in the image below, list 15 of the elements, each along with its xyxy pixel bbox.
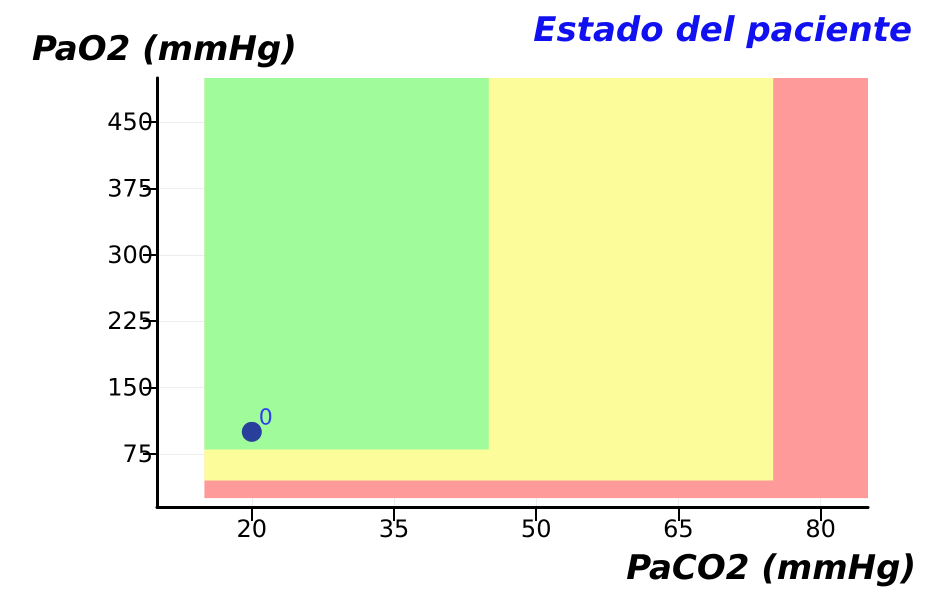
y-tick-label: 375 — [107, 174, 153, 203]
y-tick-label: 300 — [107, 240, 153, 269]
x-tick-label: 50 — [520, 515, 552, 543]
chart-title: Estado del paciente — [533, 10, 912, 50]
annotation: 0 — [258, 405, 273, 430]
y-tick-label: 225 — [107, 307, 153, 336]
x-axis-title: PaCO2 (mmHg) — [626, 548, 916, 588]
y-tick-label: 75 — [122, 440, 153, 468]
x-tick-label: 80 — [805, 515, 836, 543]
y-tick-label: 450 — [107, 108, 153, 136]
x-tick-label: 35 — [378, 515, 410, 543]
y-axis-title: PaO2 (mmHg) — [32, 29, 297, 69]
y-tick-label: 150 — [107, 374, 153, 402]
x-tick-label: 65 — [663, 515, 694, 543]
x-tick-label: 20 — [236, 515, 268, 543]
